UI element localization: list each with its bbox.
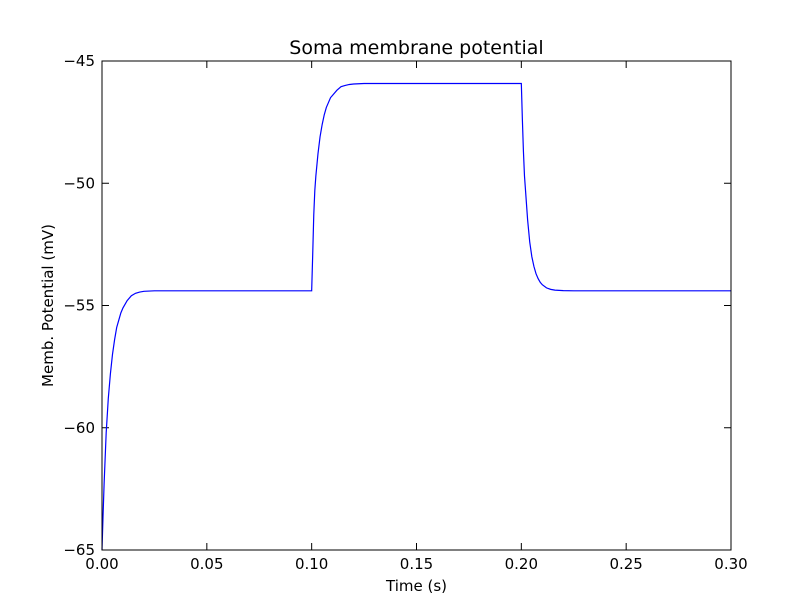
y-tick-label: −60 xyxy=(63,419,95,437)
series-line xyxy=(101,82,731,551)
y-tick-label: −55 xyxy=(63,297,95,315)
y-tick-label: −45 xyxy=(63,52,95,70)
chart-title: Soma membrane potential xyxy=(289,37,543,59)
x-tick-label: 0.20 xyxy=(505,555,538,573)
plot-area xyxy=(102,61,731,550)
x-tick-label: 0.25 xyxy=(609,555,642,573)
x-tick-label: 0.15 xyxy=(400,555,433,573)
y-tick-label: −65 xyxy=(63,541,95,559)
x-tick-label: 0.05 xyxy=(190,555,223,573)
x-tick-label: 0.00 xyxy=(85,555,118,573)
ticks-layer: 0.00 0.05 0.10 0.15 0.20 0.25 0.30 −45 −50 −55 −60… xyxy=(63,52,747,573)
x-tick-label: 0.10 xyxy=(295,555,328,573)
x-tick-label: 0.30 xyxy=(714,555,747,573)
y-tick-label: −50 xyxy=(63,174,95,192)
y-axis-label: Memb. Potential (mV) xyxy=(39,224,57,387)
x-axis-label: Time (s) xyxy=(385,577,447,595)
plot-frame xyxy=(101,60,732,551)
